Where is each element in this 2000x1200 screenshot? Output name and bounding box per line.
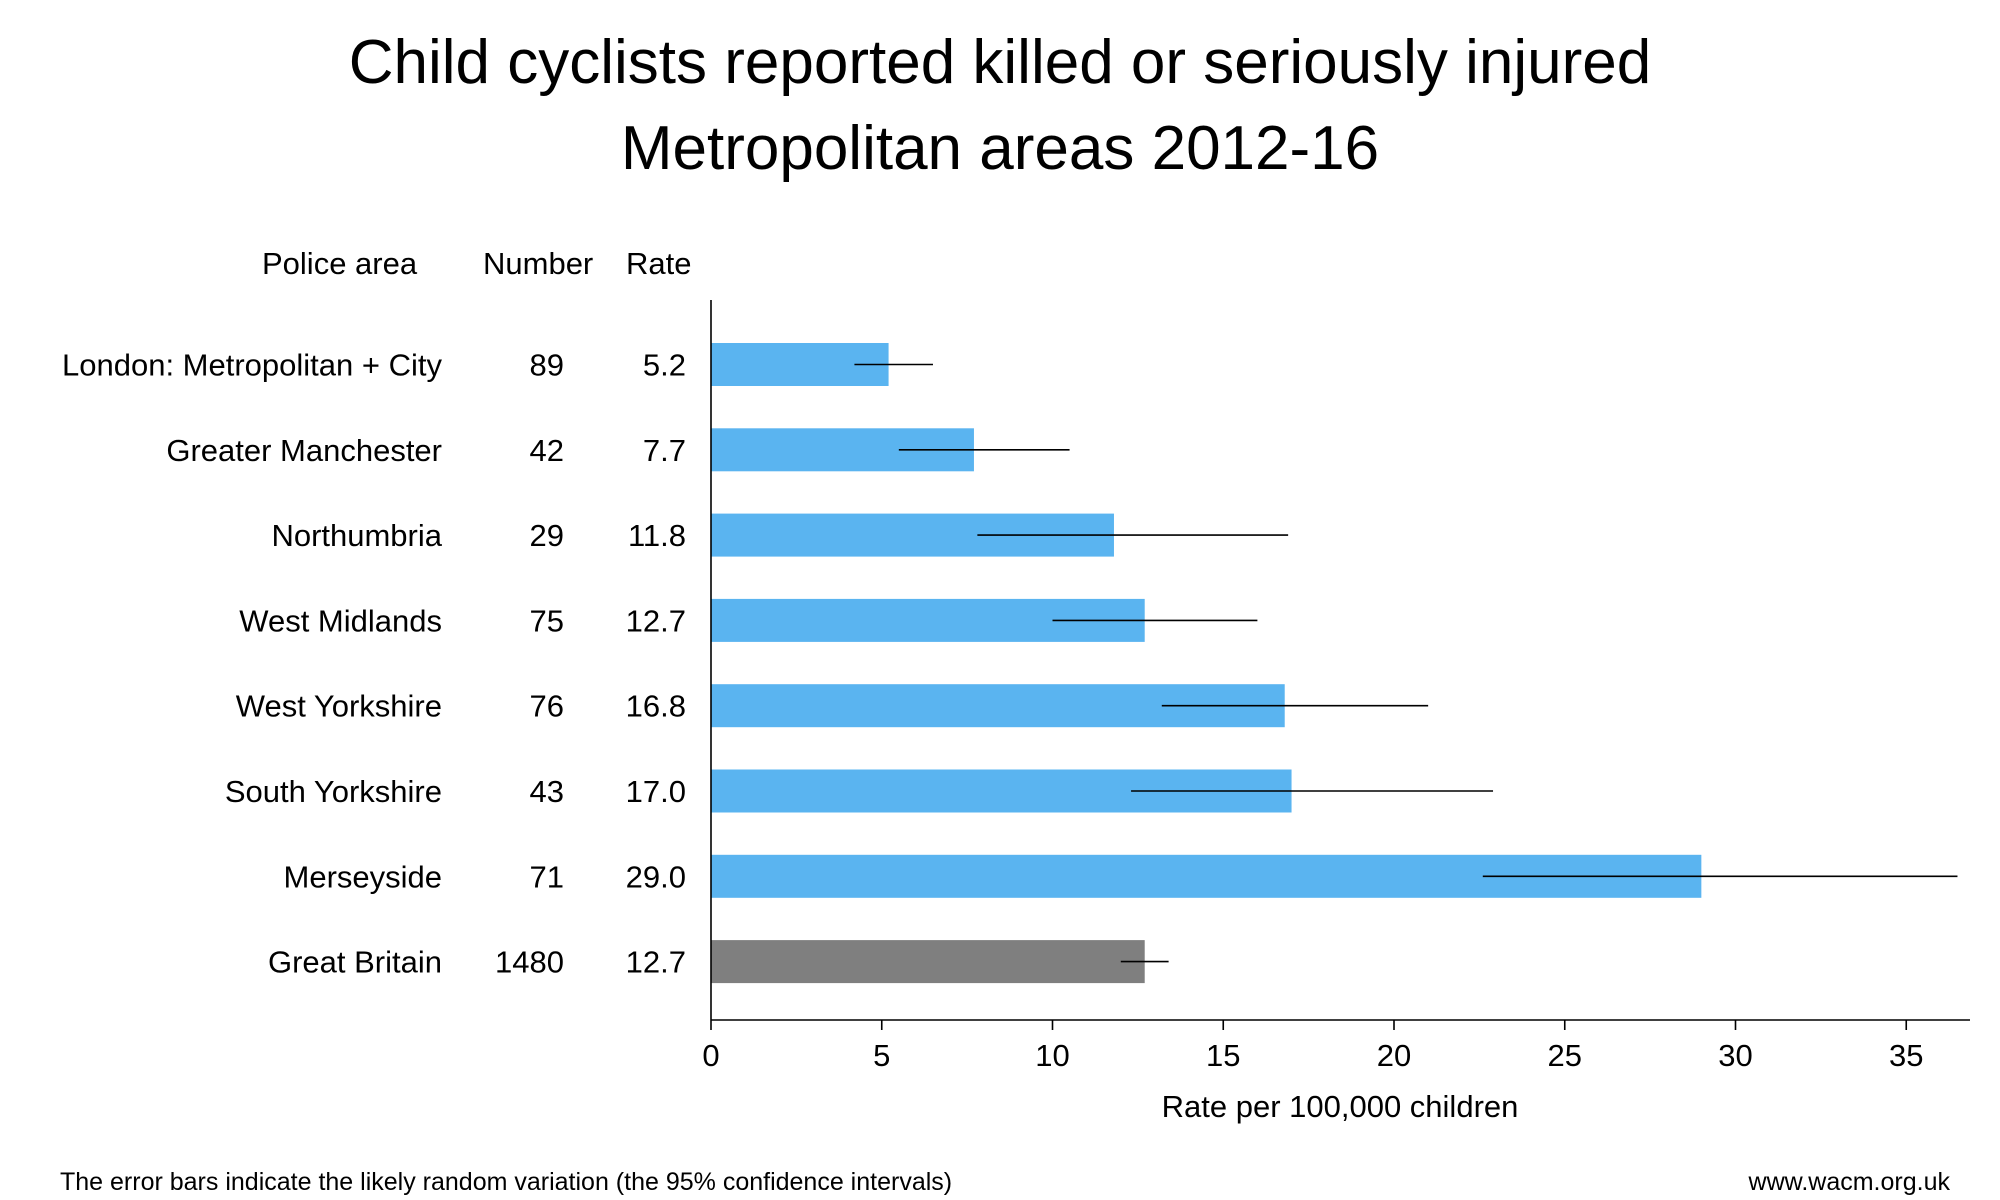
rate-label: 11.8 (628, 518, 686, 553)
chart-subtitle: Metropolitan areas 2012-16 (620, 114, 1380, 183)
x-axis-label: Rate per 100,000 children (1162, 1089, 1519, 1124)
rate-label: 12.7 (626, 603, 686, 638)
error-bars-group (854, 363, 1958, 963)
rate-label: 5.2 (643, 348, 686, 383)
number-label: 43 (530, 774, 564, 809)
number-label: 71 (530, 859, 564, 894)
category-label: Great Britain (268, 945, 442, 980)
x-tick-label: 25 (1548, 1038, 1582, 1073)
category-label: West Midlands (239, 603, 442, 638)
x-tick-label: 35 (1889, 1038, 1923, 1073)
number-label: 75 (530, 603, 564, 638)
number-label: 29 (530, 518, 564, 553)
x-tick-label: 15 (1206, 1038, 1240, 1073)
number-label: 1480 (495, 945, 564, 980)
number-label: 89 (530, 348, 564, 383)
row-labels-group: London: Metropolitan + City 89 5.2 Greater … (62, 348, 686, 980)
number-label: 42 (530, 433, 564, 468)
header-number: Number (483, 246, 594, 281)
header-police-area: Police area (262, 246, 418, 281)
category-label: West Yorkshire (236, 689, 442, 724)
rate-label: 16.8 (626, 689, 686, 724)
footnote: The error bars indicate the likely rando… (60, 1168, 953, 1196)
header-rate: Rate (626, 246, 692, 281)
category-label: London: Metropolitan + City (62, 348, 442, 383)
bars-group (711, 343, 1702, 984)
x-tick-label: 10 (1035, 1038, 1069, 1073)
rate-label: 12.7 (626, 945, 686, 980)
source-url: www.wacm.org.uk (1748, 1168, 1950, 1196)
chart-title: Child cyclists reported killed or seriou… (348, 28, 1652, 97)
category-label: Greater Manchester (166, 433, 442, 468)
x-axis: 0 5 10 15 20 25 30 35 Rate per 100,000 children (702, 300, 1970, 1124)
number-label: 76 (530, 689, 564, 724)
category-label: Merseyside (284, 859, 443, 894)
x-tick-label: 20 (1377, 1038, 1411, 1073)
x-tick-label: 0 (702, 1038, 719, 1073)
category-label: South Yorkshire (225, 774, 442, 809)
rate-label: 29.0 (626, 859, 686, 894)
bar (711, 940, 1145, 984)
category-label: Northumbria (271, 518, 442, 553)
x-tick-label: 5 (873, 1038, 890, 1073)
rate-label: 7.7 (643, 433, 686, 468)
x-tick-label: 30 (1718, 1038, 1752, 1073)
rate-label: 17.0 (626, 774, 686, 809)
